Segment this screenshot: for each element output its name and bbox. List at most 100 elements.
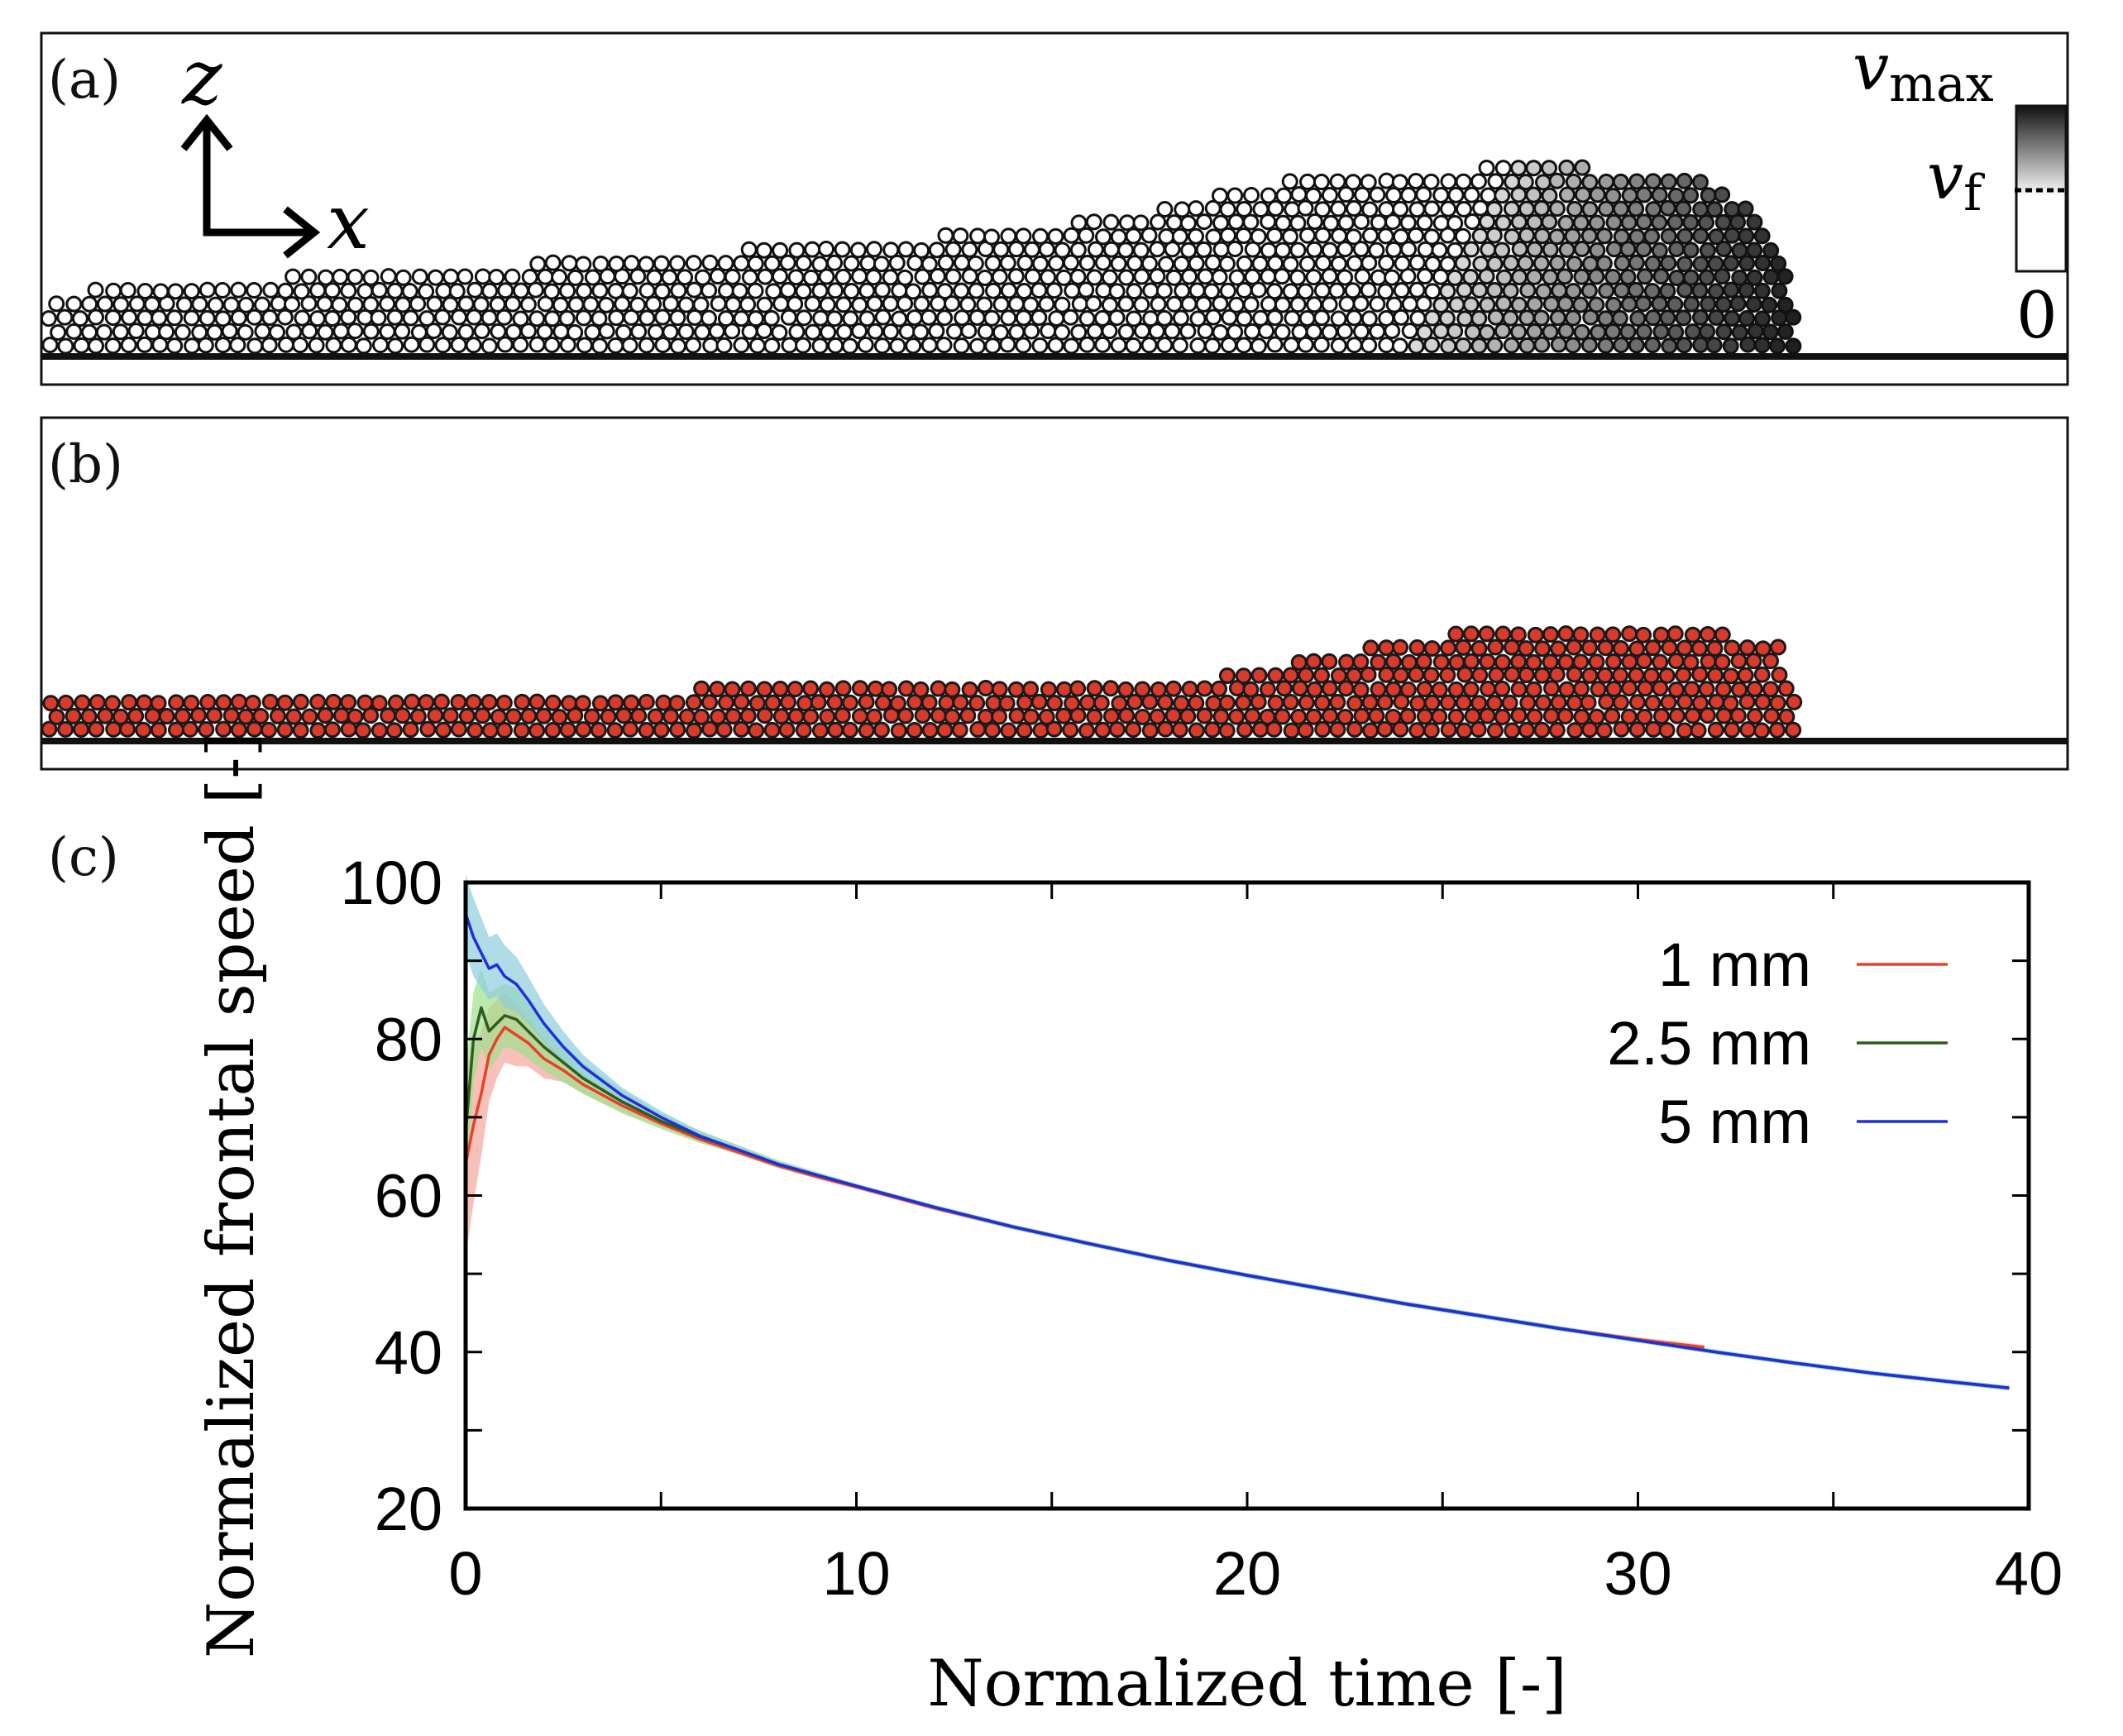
particle bbox=[843, 255, 860, 272]
particle bbox=[1252, 201, 1269, 218]
particle bbox=[1676, 722, 1693, 739]
particle bbox=[1448, 296, 1466, 313]
particle bbox=[1746, 242, 1763, 259]
particle bbox=[1464, 323, 1481, 341]
particle bbox=[1305, 269, 1322, 286]
particle bbox=[403, 336, 420, 353]
particle bbox=[1486, 256, 1504, 273]
particle bbox=[1620, 680, 1638, 697]
particle bbox=[692, 296, 710, 313]
particle bbox=[1676, 639, 1693, 657]
particle bbox=[1384, 269, 1401, 286]
particle bbox=[1291, 323, 1308, 341]
particle bbox=[1643, 227, 1661, 245]
particle bbox=[166, 337, 184, 355]
particle bbox=[57, 694, 74, 711]
particle bbox=[1378, 639, 1395, 657]
particle bbox=[48, 708, 65, 725]
particle bbox=[1572, 626, 1590, 643]
particle bbox=[127, 323, 145, 340]
particle bbox=[670, 282, 687, 299]
particle bbox=[371, 281, 388, 299]
particle bbox=[301, 323, 318, 340]
particle bbox=[402, 309, 419, 327]
particle bbox=[1274, 323, 1291, 341]
particle bbox=[874, 694, 892, 711]
particle bbox=[1242, 681, 1260, 698]
particle bbox=[1566, 200, 1584, 218]
particle bbox=[1612, 694, 1629, 711]
particle bbox=[1556, 268, 1574, 285]
particle bbox=[685, 255, 702, 272]
particle bbox=[1306, 296, 1323, 313]
particle bbox=[623, 255, 640, 272]
particle bbox=[882, 242, 900, 259]
particle bbox=[701, 254, 719, 271]
particle bbox=[921, 281, 939, 299]
particle bbox=[183, 309, 200, 327]
particle bbox=[1203, 721, 1221, 739]
particle bbox=[1525, 681, 1542, 698]
particle bbox=[1031, 255, 1049, 272]
particle bbox=[1676, 227, 1694, 245]
particle bbox=[1572, 296, 1590, 313]
particle bbox=[1605, 653, 1623, 671]
particle bbox=[1714, 213, 1732, 231]
particle bbox=[1731, 323, 1748, 341]
particle bbox=[1580, 639, 1598, 657]
particle bbox=[261, 309, 279, 327]
particle bbox=[1297, 283, 1314, 300]
particle bbox=[1384, 653, 1402, 670]
particle bbox=[1321, 680, 1338, 697]
particle bbox=[1527, 626, 1544, 643]
particle bbox=[811, 282, 829, 299]
particle bbox=[1408, 227, 1425, 244]
particle bbox=[834, 268, 852, 285]
particle bbox=[1700, 187, 1717, 204]
particle bbox=[741, 323, 758, 340]
particle bbox=[920, 694, 938, 711]
particle bbox=[442, 268, 460, 285]
particle bbox=[119, 720, 136, 738]
particle bbox=[968, 337, 986, 355]
particle bbox=[262, 281, 280, 299]
particle bbox=[1015, 309, 1032, 327]
particle bbox=[1565, 282, 1582, 299]
particle bbox=[1040, 269, 1057, 286]
particle bbox=[1346, 200, 1363, 218]
particle bbox=[677, 296, 695, 313]
particle bbox=[1525, 653, 1542, 671]
particle bbox=[1226, 323, 1244, 341]
particle bbox=[888, 254, 906, 271]
particle bbox=[1479, 653, 1496, 670]
particle bbox=[757, 268, 774, 285]
particle bbox=[834, 707, 851, 725]
particle bbox=[1454, 227, 1471, 245]
particle bbox=[1471, 667, 1489, 684]
particle bbox=[1030, 309, 1048, 327]
particle bbox=[1117, 681, 1135, 698]
particle bbox=[1132, 242, 1150, 259]
particle bbox=[1691, 174, 1709, 191]
particle bbox=[347, 268, 364, 285]
particle bbox=[756, 681, 773, 698]
particle bbox=[1352, 653, 1370, 671]
particle bbox=[1550, 640, 1567, 658]
particle bbox=[1368, 242, 1385, 259]
particle bbox=[230, 309, 247, 327]
particle bbox=[347, 296, 364, 313]
particle bbox=[646, 269, 663, 286]
band-1-mm bbox=[466, 992, 1705, 1350]
particle bbox=[623, 694, 640, 711]
particle bbox=[1385, 241, 1403, 258]
particle bbox=[598, 323, 615, 340]
particle bbox=[1753, 282, 1771, 299]
particle bbox=[818, 681, 835, 698]
particle bbox=[1604, 707, 1621, 725]
particle bbox=[1518, 227, 1536, 244]
particle bbox=[1266, 336, 1284, 353]
particle bbox=[1094, 228, 1112, 246]
particle bbox=[748, 337, 766, 354]
particle bbox=[519, 296, 537, 313]
particle bbox=[1532, 255, 1550, 272]
